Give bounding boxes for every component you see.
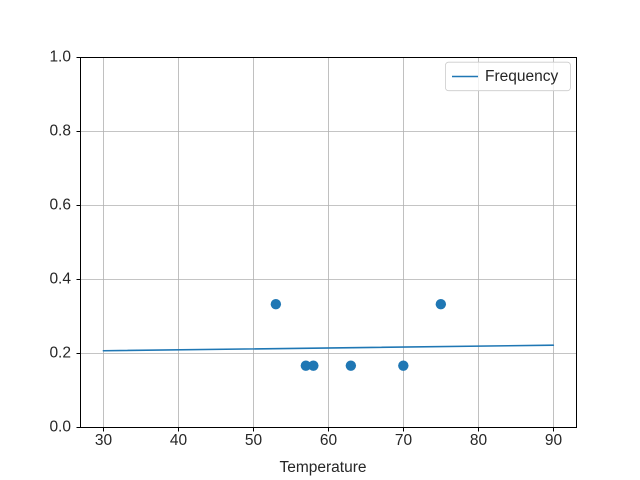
svg-text:0.6: 0.6: [49, 197, 71, 214]
svg-text:0.8: 0.8: [49, 123, 71, 140]
svg-text:Frequency: Frequency: [485, 68, 558, 85]
svg-text:70: 70: [395, 432, 413, 449]
svg-text:40: 40: [170, 432, 188, 449]
svg-text:Temperature: Temperature: [279, 459, 366, 476]
svg-text:0.2: 0.2: [49, 345, 71, 362]
svg-text:80: 80: [470, 432, 488, 449]
svg-text:90: 90: [545, 432, 563, 449]
svg-text:30: 30: [95, 432, 113, 449]
svg-text:0.0: 0.0: [49, 419, 71, 436]
svg-text:1.0: 1.0: [49, 49, 71, 66]
svg-text:0.4: 0.4: [49, 271, 71, 288]
svg-text:50: 50: [245, 432, 263, 449]
svg-text:60: 60: [320, 432, 338, 449]
